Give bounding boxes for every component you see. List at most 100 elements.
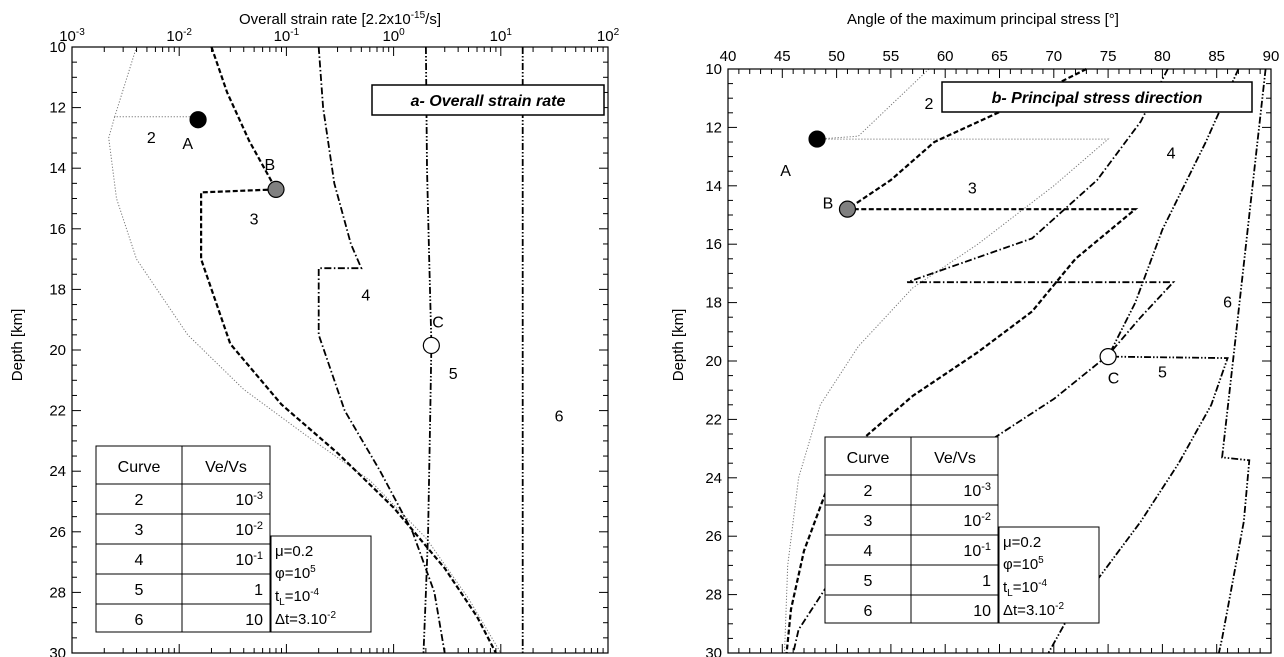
table-cell-curve-a: 3 <box>135 522 144 539</box>
x-axis-title-a: Overall strain rate [2.2x10-15/s] <box>239 10 441 28</box>
y-tick-label: 10 <box>705 61 722 78</box>
title-a: a- Overall strain rate <box>411 93 566 110</box>
y-tick-labels-b: 10 12 14 16 18 20 22 24 26 28 30 <box>705 61 722 657</box>
x-tick-label: 55 <box>883 48 900 65</box>
x-tick-label: 100 <box>382 27 405 45</box>
plot-frame-b <box>727 68 1272 654</box>
params-box-b: μ=0.2 φ=105 tL=10-4 Δt=3.10-2 <box>998 526 1100 624</box>
curve-table-b: Curve Ve/Vs 2 10-3 3 10-2 4 10-1 5 1 6 1… <box>824 436 999 624</box>
curve-labels-a: 2 3 4 5 6 A B C <box>147 130 564 426</box>
marker-label-b: B <box>264 157 275 174</box>
series-curve-4 <box>317 46 446 654</box>
y-tick-label: 22 <box>49 403 66 420</box>
y-tick-label: 24 <box>705 470 722 487</box>
marker-label-a: A <box>182 136 193 153</box>
curve-label-6: 6 <box>1223 295 1232 312</box>
y-tick-label: 26 <box>705 528 722 545</box>
curve-label-2: 2 <box>924 96 933 113</box>
table-cell-value-b: 10-3 <box>963 481 991 500</box>
table-header-curve-a: Curve <box>118 459 161 476</box>
x-tick-label: 90 <box>1263 48 1280 65</box>
series-curve-3 <box>785 68 1139 654</box>
x-tick-label: 80 <box>1154 48 1171 65</box>
curve-label-3: 3 <box>968 181 977 198</box>
y-tick-label: 18 <box>705 295 722 312</box>
table-cell-value-b: 1 <box>982 573 991 590</box>
series-curve-2 <box>114 46 199 121</box>
x-tick-label: 75 <box>1100 48 1117 65</box>
y-tick-label: 16 <box>49 221 66 238</box>
table-cell-value-b: 10 <box>973 603 991 620</box>
x-tick-label: 85 <box>1208 48 1225 65</box>
x-tick-label: 102 <box>597 27 620 45</box>
y-tick-label: 28 <box>49 584 66 601</box>
y-tick-label: 20 <box>705 353 722 370</box>
y-tick-label: 28 <box>705 587 722 604</box>
panel-b: Angle of the maximum principal stress [°… <box>670 11 1279 657</box>
param-tl-a: tL=10-4 <box>275 587 320 608</box>
series-b <box>784 68 1267 654</box>
y-tick-label: 14 <box>49 160 66 177</box>
markers-b <box>808 130 1117 366</box>
y-tick-label: 10 <box>49 39 66 56</box>
x-tick-label: 50 <box>828 48 845 65</box>
x-tick-label: 10-3 <box>59 27 85 45</box>
title-box-b <box>941 81 1253 113</box>
table-cell-curve-a: 5 <box>135 582 144 599</box>
x-tick-label: 60 <box>937 48 954 65</box>
series-curve-3 <box>200 46 497 654</box>
curve-label-5: 5 <box>449 366 458 383</box>
y-tick-label: 16 <box>705 236 722 253</box>
axis-ticks-a <box>71 46 609 654</box>
x-axis-title-b: Angle of the maximum principal stress [°… <box>847 11 1119 28</box>
marker-label-c: C <box>1108 371 1120 388</box>
param-mu-a: μ=0.2 <box>275 543 313 560</box>
plot-frame-a <box>71 46 609 654</box>
curve-label-4: 4 <box>1167 146 1176 163</box>
series-a <box>108 46 524 654</box>
marker-a <box>808 130 826 148</box>
curve-label-6: 6 <box>555 409 564 426</box>
series-curve-2-branch <box>108 116 502 654</box>
x-tick-label: 45 <box>774 48 791 65</box>
param-phi-a: φ=105 <box>275 564 316 582</box>
table-cell-curve-b: 2 <box>864 483 873 500</box>
x-tick-label: 10-2 <box>166 27 192 45</box>
table-cell-curve-b: 4 <box>864 543 873 560</box>
table-cell-curve-a: 2 <box>135 492 144 509</box>
table-cell-value-b: 10-2 <box>963 511 991 530</box>
table-cell-value-a: 1 <box>254 582 263 599</box>
curve-label-2: 2 <box>147 130 156 147</box>
title-b: b- Principal stress direction <box>992 90 1203 107</box>
title-box-a <box>371 84 605 116</box>
params-frame-b <box>998 526 1100 624</box>
y-tick-label: 26 <box>49 524 66 541</box>
y-tick-label: 22 <box>705 411 722 428</box>
curve-label-3: 3 <box>250 212 259 229</box>
y-axis-title-a: Depth [km] <box>9 309 26 382</box>
curve-labels-b: 2 3 4 5 6 A B C <box>780 96 1232 387</box>
series-curve-5 <box>422 46 433 654</box>
y-tick-labels-a: 10 12 14 16 18 20 22 24 26 28 30 <box>49 39 66 657</box>
y-tick-label: 24 <box>49 463 66 480</box>
y-tick-label: 14 <box>705 178 722 195</box>
param-dt-a: Δt=3.10-2 <box>275 610 336 628</box>
table-header-curve-b: Curve <box>847 450 890 467</box>
x-tick-label: 70 <box>1045 48 1062 65</box>
table-header-vevs-a: Ve/Vs <box>205 459 247 476</box>
marker-b <box>838 200 857 218</box>
table-frame-a <box>95 445 271 633</box>
table-cell-curve-b: 6 <box>864 603 873 620</box>
param-tl-b: tL=10-4 <box>1003 578 1048 599</box>
x-tick-labels-b: 40 45 50 55 60 65 70 75 80 85 90 <box>720 48 1280 65</box>
marker-b <box>267 180 285 199</box>
marker-a <box>189 111 207 129</box>
y-tick-label: 20 <box>49 342 66 359</box>
param-mu-b: μ=0.2 <box>1003 534 1041 551</box>
x-tick-label: 65 <box>991 48 1008 65</box>
curve-label-5: 5 <box>1158 365 1167 382</box>
table-cell-value-a: 10-3 <box>235 490 263 509</box>
series-curve-5 <box>1047 68 1240 654</box>
y-tick-label: 30 <box>705 645 722 657</box>
